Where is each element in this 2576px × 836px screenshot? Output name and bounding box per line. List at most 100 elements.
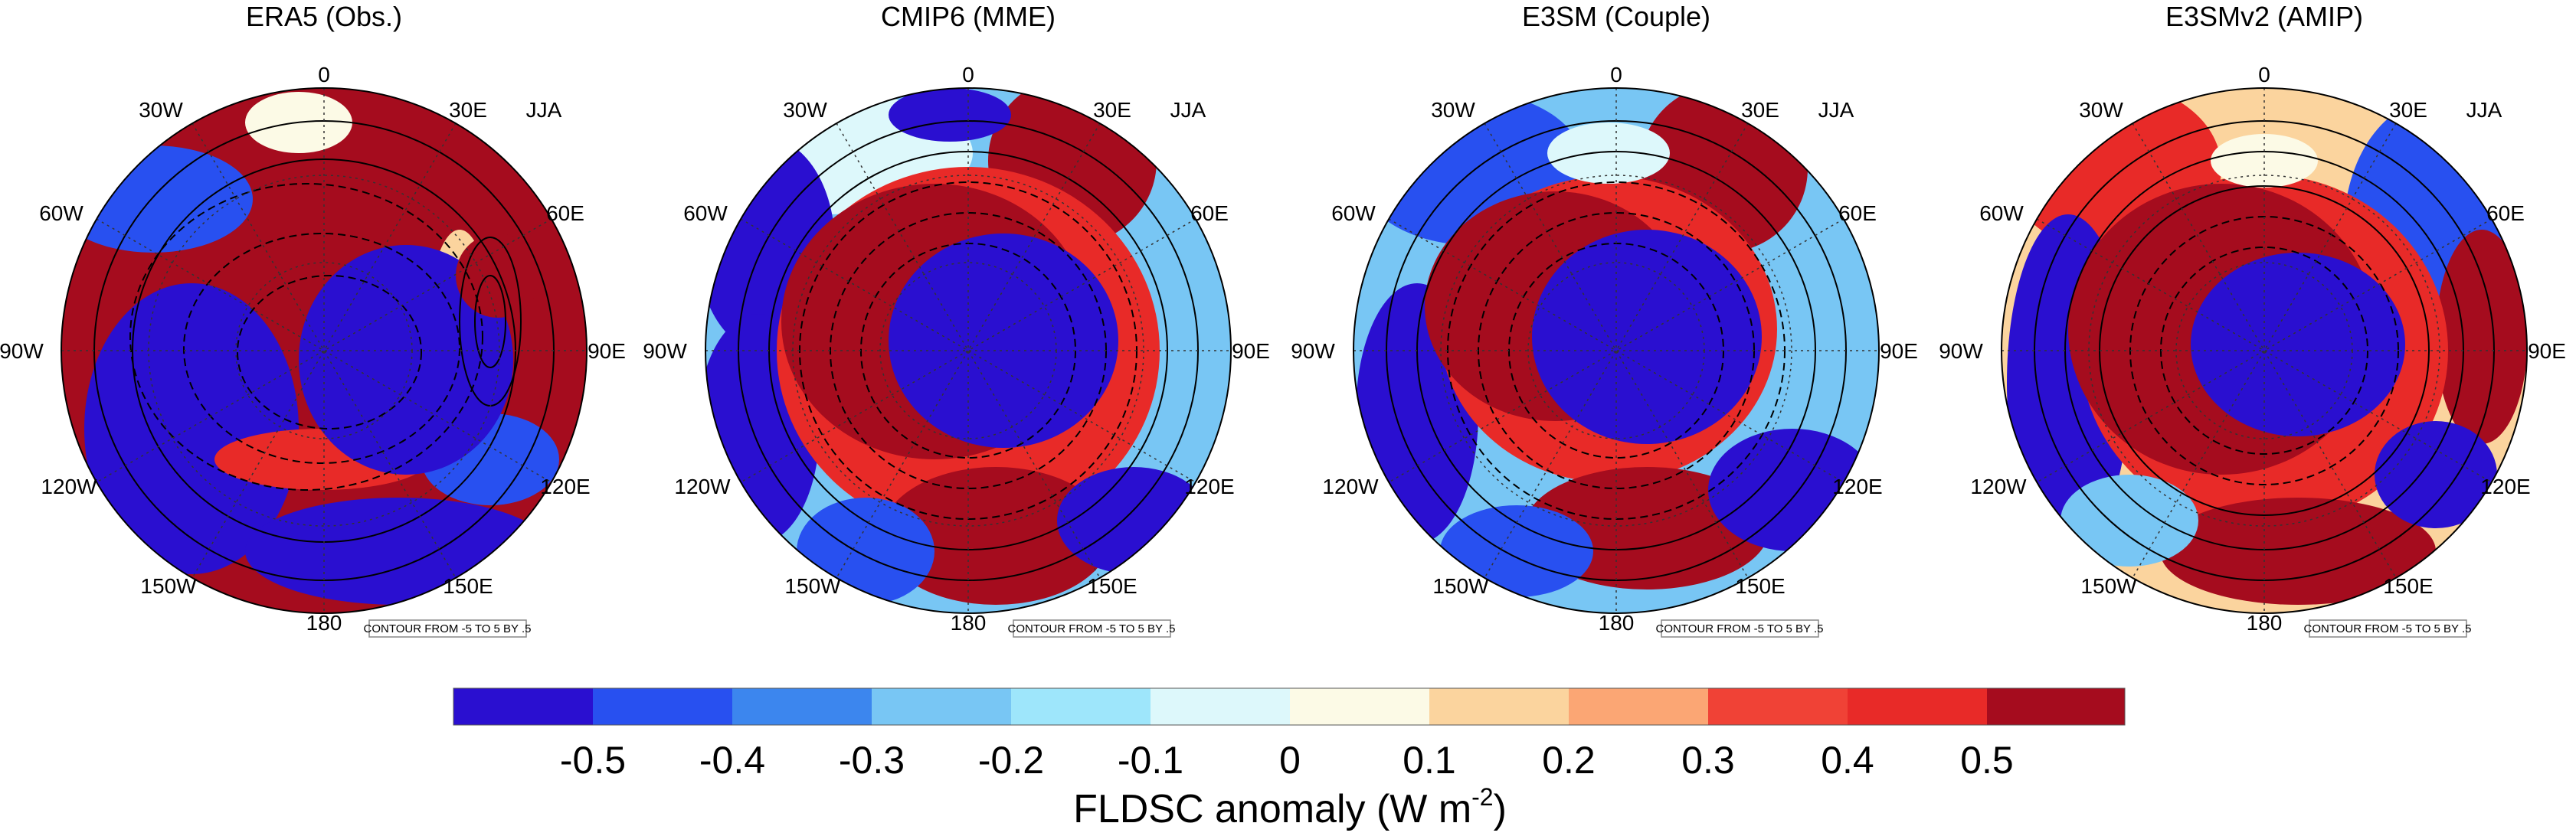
svg-text:30W: 30W (2079, 98, 2123, 122)
colorbar-tick: -0.4 (699, 739, 765, 782)
svg-text:150E: 150E (2383, 574, 2433, 598)
colorbar-box-11 (1987, 688, 2125, 725)
colorbar-tick: 0.5 (1960, 739, 2014, 782)
svg-text:150E: 150E (443, 574, 493, 598)
svg-text:120E: 120E (1184, 475, 1234, 498)
colorbar-box-5 (1151, 688, 1290, 725)
svg-text:120W: 120W (1970, 475, 2027, 498)
season-label: JJA (526, 98, 562, 122)
panel-title: CMIP6 (MME) (881, 1, 1056, 32)
panel-title: E3SM (Couple) (1522, 1, 1710, 32)
svg-text:CONTOUR FROM -5 TO 5 BY .5: CONTOUR FROM -5 TO 5 BY .5 (364, 622, 532, 635)
svg-text:150W: 150W (140, 574, 197, 598)
svg-text:150E: 150E (1735, 574, 1785, 598)
svg-text:60W: 60W (1979, 201, 2024, 225)
colorbar-box-10 (1848, 688, 1987, 725)
colorbar-tick: 0.3 (1681, 739, 1735, 782)
svg-text:60W: 60W (1331, 201, 1376, 225)
svg-text:0: 0 (962, 63, 974, 87)
svg-text:180: 180 (306, 611, 342, 635)
svg-text:120E: 120E (1832, 475, 1882, 498)
svg-text:30E: 30E (1093, 98, 1131, 122)
svg-text:60W: 60W (683, 201, 728, 225)
colorbar-tick: 0.4 (1821, 739, 1874, 782)
svg-text:180: 180 (951, 611, 987, 635)
contour-note: CONTOUR FROM -5 TO 5 BY .5 (1656, 619, 1824, 638)
colorbar-box-1 (593, 688, 732, 725)
graticule (2002, 88, 2527, 613)
svg-text:60E: 60E (1190, 201, 1229, 225)
colorbar-box-2 (732, 688, 872, 725)
colorbar-tick: -0.2 (978, 739, 1044, 782)
colorbar-box-9 (1708, 688, 1848, 725)
colorbar-tick: -0.3 (839, 739, 905, 782)
svg-text:120W: 120W (674, 475, 731, 498)
svg-text:90W: 90W (1939, 339, 1983, 363)
colorbar-box-7 (1429, 688, 1569, 725)
svg-text:90E: 90E (588, 339, 626, 363)
svg-text:120E: 120E (2480, 475, 2530, 498)
colorbar-tick: -0.1 (1118, 739, 1183, 782)
graticule (1353, 88, 1879, 613)
panel-era5: ERA5 (Obs.) (0, 1, 626, 638)
panel-cmip6: CMIP6 (MME) (643, 1, 1270, 638)
svg-text:90E: 90E (1880, 339, 1918, 363)
svg-text:30E: 30E (449, 98, 487, 122)
svg-text:120W: 120W (1322, 475, 1379, 498)
svg-text:0: 0 (1610, 63, 1622, 87)
colorbar-tick-labels: -0.5 -0.4 -0.3 -0.2 -0.1 0 0.1 0.2 0.3 0… (560, 739, 2014, 782)
contour-note: CONTOUR FROM -5 TO 5 BY .5 (1008, 619, 1176, 638)
svg-text:90W: 90W (0, 339, 44, 363)
contour-note: CONTOUR FROM -5 TO 5 BY .5 (364, 619, 532, 638)
colorbar-tick: -0.5 (560, 739, 626, 782)
panel-title: E3SMv2 (AMIP) (2165, 1, 2363, 32)
svg-text:90E: 90E (2528, 339, 2566, 363)
svg-text:30E: 30E (2389, 98, 2427, 122)
svg-text:150W: 150W (2080, 574, 2137, 598)
svg-text:90W: 90W (1291, 339, 1335, 363)
colorbar-box-3 (872, 688, 1011, 725)
svg-text:30W: 30W (783, 98, 827, 122)
svg-text:180: 180 (2247, 611, 2283, 635)
svg-text:180: 180 (1599, 611, 1635, 635)
map-field (705, 88, 1231, 613)
svg-text:0: 0 (318, 63, 330, 87)
graticule (705, 88, 1231, 613)
svg-text:CONTOUR FROM -5 TO 5 BY .5: CONTOUR FROM -5 TO 5 BY .5 (1008, 622, 1176, 635)
svg-text:60W: 60W (39, 201, 83, 225)
svg-text:150E: 150E (1087, 574, 1137, 598)
longitude-labels: 0 30E 60E 90E 120E 150E 180 150W 120W 90… (643, 63, 1270, 635)
colorbar-tick: 0.1 (1403, 739, 1456, 782)
svg-text:30W: 30W (1431, 98, 1475, 122)
svg-text:120W: 120W (41, 475, 97, 498)
svg-text:60E: 60E (1838, 201, 1877, 225)
svg-text:90E: 90E (1232, 339, 1270, 363)
svg-text:CONTOUR FROM -5 TO 5 BY .5: CONTOUR FROM -5 TO 5 BY .5 (1656, 622, 1824, 635)
colorbar-box-0 (453, 688, 593, 725)
season-label: JJA (1818, 98, 1854, 122)
longitude-labels: 0 30E 60E 90E 120E 150E 180 150W 120W 90… (1291, 63, 1918, 635)
contour-note: CONTOUR FROM -5 TO 5 BY .5 (2304, 619, 2472, 638)
panel-e3smv2-amip: E3SMv2 (AMIP) (1939, 1, 2566, 638)
season-label: JJA (2466, 98, 2502, 122)
svg-text:60E: 60E (2486, 201, 2525, 225)
svg-text:150W: 150W (784, 574, 841, 598)
colorbar: -0.5 -0.4 -0.3 -0.2 -0.1 0 0.1 0.2 0.3 0… (453, 687, 2126, 831)
colorbar-tick: 0.2 (1542, 739, 1596, 782)
svg-text:90W: 90W (643, 339, 687, 363)
svg-text:CONTOUR FROM -5 TO 5 BY .5: CONTOUR FROM -5 TO 5 BY .5 (2304, 622, 2472, 635)
panel-e3sm: E3SM (Couple) (1291, 1, 1918, 638)
longitude-labels: 0 30E 60E 90E 120E 150E 180 150W 120W 90… (1939, 63, 2566, 635)
svg-text:150W: 150W (1432, 574, 1489, 598)
graticule (61, 88, 587, 613)
svg-text:60E: 60E (546, 201, 584, 225)
svg-text:30W: 30W (139, 98, 183, 122)
panel-title: ERA5 (Obs.) (246, 1, 402, 32)
colorbar-box-8 (1569, 688, 1708, 725)
svg-text:0: 0 (2258, 63, 2270, 87)
colorbar-box-6 (1290, 688, 1429, 725)
colorbar-title: FLDSC anomaly (W m-2) (1073, 783, 1507, 831)
season-label: JJA (1170, 98, 1206, 122)
svg-text:30E: 30E (1741, 98, 1779, 122)
